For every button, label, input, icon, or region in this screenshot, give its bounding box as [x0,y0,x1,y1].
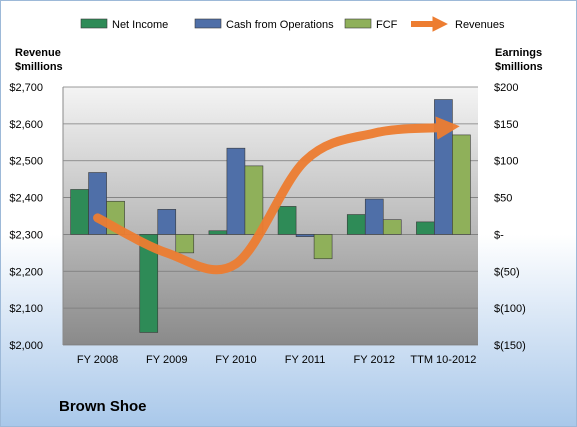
left-tick-label: $2,400 [9,193,43,205]
fcf-bar [452,134,471,235]
left-axis-title-line1: Revenue [15,47,61,59]
net-income-bar [208,230,228,235]
category-label: FY 2012 [354,354,395,366]
fcf-bar [175,234,195,254]
fcf-bar [313,234,333,260]
net-income-bar [416,221,435,235]
left-axis-title-line2: $millions [15,61,63,73]
net-income-bar [346,214,366,235]
cash-from-operations-bar [226,147,246,235]
category-label: FY 2008 [77,354,118,366]
net-income-bar [70,189,89,235]
legend-swatch [80,18,108,29]
left-tick-label: $2,200 [9,266,43,278]
legend-swatch [194,18,222,29]
cash-from-operations-bar [434,99,453,235]
right-axis-title: Earnings $millions [495,46,543,74]
left-tick-label: $2,700 [9,82,43,94]
cash-from-operations-bar [295,234,315,237]
category-label: FY 2010 [215,354,256,366]
right-tick-label: $50 [494,193,512,205]
legend-label: Cash from Operations [226,19,334,31]
left-tick-label: $2,600 [9,119,43,131]
net-income-bar [139,234,159,333]
right-tick-label: $(50) [494,266,520,278]
left-tick-label: $2,000 [9,340,43,352]
right-axis-title-line1: Earnings [495,47,543,59]
left-tick-label: $2,300 [9,229,43,241]
left-tick-label: $2,500 [9,156,43,168]
right-tick-label: $(100) [494,303,526,315]
right-tick-label: $200 [494,82,518,94]
category-label: FY 2011 [285,354,326,366]
cash-from-operations-bar [364,198,384,235]
right-tick-label: $150 [494,119,518,131]
right-tick-label: $100 [494,156,518,168]
left-tick-label: $2,100 [9,303,43,315]
cash-from-operations-bar [157,209,177,235]
left-axis-title: Revenue $millions [15,46,63,74]
right-tick-label: $(150) [494,340,526,352]
category-label: TTM 10-2012 [410,354,476,366]
legend-label: FCF [376,19,398,31]
right-tick-label: $- [494,229,504,241]
legend-label: Net Income [112,19,168,31]
fcf-bar [244,165,264,235]
right-axis-title-line2: $millions [495,61,543,73]
fcf-bar [382,219,402,235]
net-income-bar [277,206,297,235]
company-name: Brown Shoe [59,398,147,415]
legend-label: Revenues [455,19,505,31]
legend-swatch [344,18,372,29]
category-label: FY 2009 [146,354,187,366]
revenues-line [93,116,460,275]
